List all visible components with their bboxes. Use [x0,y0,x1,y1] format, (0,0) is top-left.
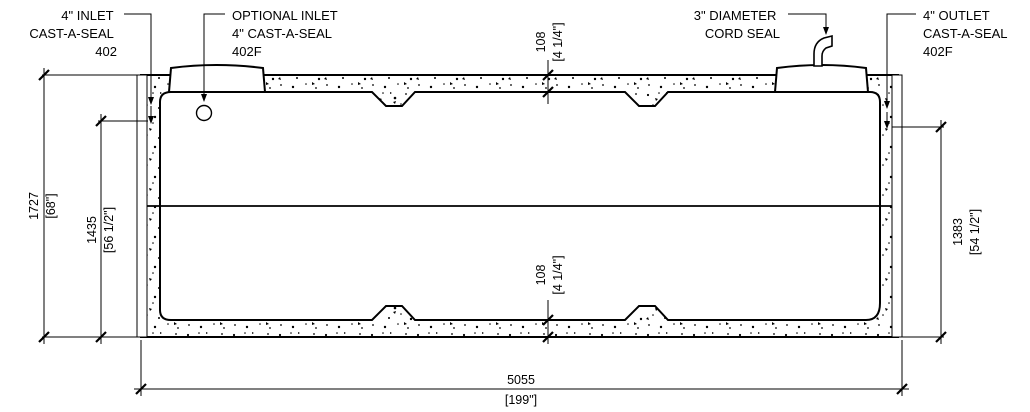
inlet-wall-panel [136,74,148,338]
outlet-wall-panel [891,74,903,338]
inlet-leader [124,13,154,105]
overall-height-dimension [38,68,138,344]
bottom-slab-dim-mm: 108 [534,265,548,286]
bottom-slab-dim-in: [4 1/4"] [551,255,565,294]
inlet-invert-dim-mm: 1435 [85,216,99,244]
inlet-label: 4" INLET CAST-A-SEAL 402 [29,8,117,59]
top-slab-dim-mm: 108 [534,32,548,53]
cord-seal-leader [788,13,829,35]
outlet-invert-dim-in: [54 1/2"] [968,209,982,255]
bottom-slab-dimension [542,300,554,344]
overall-height-dim-in: [68"] [44,193,58,218]
inlet-invert-dimension [95,114,148,344]
overall-length-dim-mm: 5055 [507,373,535,387]
top-slab-dimension [542,60,554,104]
inlet-access-riser [167,64,267,93]
outlet-invert-dimension [892,120,947,344]
optional-inlet-leader [201,13,225,102]
optional-inlet-label: OPTIONAL INLET 4" CAST-A-SEAL 402F [232,8,341,59]
outlet-invert-dim-mm: 1383 [951,218,965,246]
overall-height-dim-mm: 1727 [27,192,41,220]
outlet-pipe-arrowhead [884,121,890,129]
outlet-access-riser [773,64,870,93]
top-slab-dim-in: [4 1/4"] [551,22,565,61]
overall-length-dim-in: [199"] [505,393,537,407]
cord-seal-pipe [813,34,833,67]
optional-inlet-port [195,104,213,122]
outlet-leader [884,13,916,109]
inlet-pipe-arrowhead [148,116,154,124]
overall-length-dimension [134,340,909,396]
tank-inner-outline [159,91,881,321]
outlet-label: 4" OUTLET CAST-A-SEAL 402F [923,8,1011,59]
inlet-invert-dim-in: [56 1/2"] [102,207,116,253]
cord-seal-label: 3" DIAMETER CORD SEAL [694,8,780,41]
